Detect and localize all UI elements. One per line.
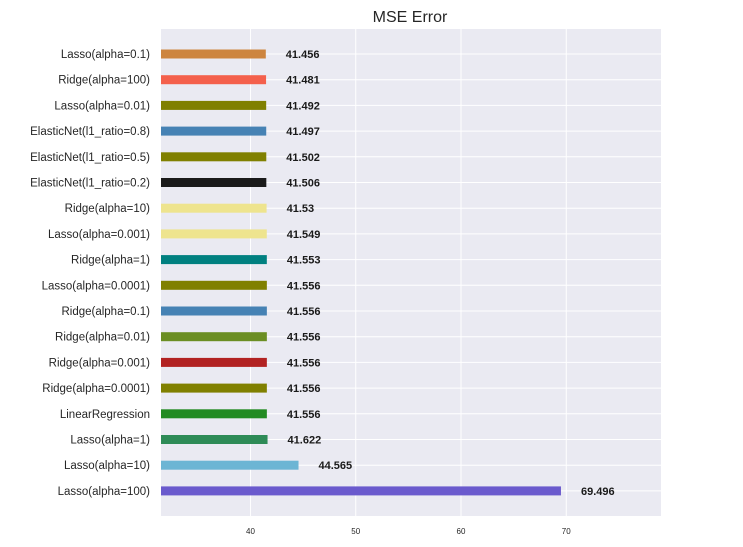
y-tick-label: Lasso(alpha=0.1): [61, 49, 150, 61]
data-label: 69.496: [581, 486, 615, 498]
bar: [161, 280, 267, 290]
chart-title: MSE Error: [373, 9, 448, 26]
y-tick-label: ElasticNet(l1_ratio=0.5): [30, 152, 150, 164]
bar: [161, 435, 268, 444]
data-label: 41.497: [286, 126, 320, 138]
bar: [161, 383, 267, 393]
bar: [161, 409, 267, 419]
data-label: 41.549: [287, 229, 321, 241]
data-labels: 41.456 41.481 41.492 41.497 41.502 41.506 41.5…: [286, 49, 615, 498]
bar: [161, 229, 267, 239]
y-tick-label: Ridge(alpha=0.001): [49, 357, 151, 369]
data-label: 41.492: [286, 100, 320, 112]
data-label: 41.553: [287, 255, 321, 267]
y-tick-label: Ridge(alpha=0.0001): [42, 383, 150, 395]
data-label: 41.556: [287, 306, 321, 318]
data-label: 41.556: [287, 280, 321, 292]
data-label: 41.556: [287, 357, 321, 369]
bar: [161, 460, 299, 470]
data-label: 41.53: [287, 203, 315, 215]
bar: [161, 486, 561, 496]
data-label: 41.502: [286, 152, 320, 164]
y-tick-label: Lasso(alpha=0.01): [54, 100, 150, 112]
y-tick-label: LinearRegression: [60, 409, 150, 421]
y-tick-label: Lasso(alpha=1): [70, 435, 150, 447]
y-tick-label: Ridge(alpha=100): [58, 75, 150, 87]
y-tick-label: Ridge(alpha=0.01): [55, 332, 150, 344]
x-tick-label: 50: [351, 527, 360, 536]
bar: [161, 126, 267, 136]
y-tick-label: ElasticNet(l1_ratio=0.8): [30, 126, 150, 138]
data-label: 41.556: [287, 409, 321, 421]
data-label: 41.456: [286, 49, 320, 61]
y-tick-label: Ridge(alpha=10): [65, 203, 151, 215]
bar: [161, 203, 267, 213]
y-tick-label: ElasticNet(l1_ratio=0.2): [30, 178, 150, 190]
data-label: 41.556: [287, 332, 321, 344]
data-label: 44.565: [319, 460, 353, 472]
bar: [161, 49, 266, 59]
plot-area: [161, 29, 661, 516]
x-tick-label: 60: [457, 527, 466, 536]
y-tick-label: Ridge(alpha=0.1): [61, 306, 150, 318]
y-tick-label: Lasso(alpha=0.001): [48, 229, 150, 241]
y-tick-labels: Lasso(alpha=0.1) Ridge(alpha=100) Lasso(al…: [30, 49, 150, 498]
data-label: 41.622: [288, 435, 322, 447]
x-tick-labels: 40 50 60 70: [246, 527, 571, 536]
bar: [161, 306, 267, 316]
bar: [161, 152, 267, 162]
bar: [161, 178, 267, 187]
bar: [161, 75, 267, 85]
x-tick-label: 70: [562, 527, 571, 536]
y-tick-label: Ridge(alpha=1): [71, 255, 150, 267]
bar: [161, 255, 267, 265]
bar: [161, 357, 267, 367]
y-tick-label: Lasso(alpha=0.0001): [42, 280, 151, 292]
y-tick-label: Lasso(alpha=100): [58, 486, 151, 498]
data-label: 41.481: [286, 75, 320, 87]
x-tick-label: 40: [246, 527, 255, 536]
bars: [161, 49, 561, 496]
data-label: 41.556: [287, 383, 321, 395]
bar: [161, 332, 267, 342]
data-label: 41.506: [286, 178, 320, 190]
bar: [161, 100, 267, 110]
y-tick-label: Lasso(alpha=10): [64, 460, 150, 472]
